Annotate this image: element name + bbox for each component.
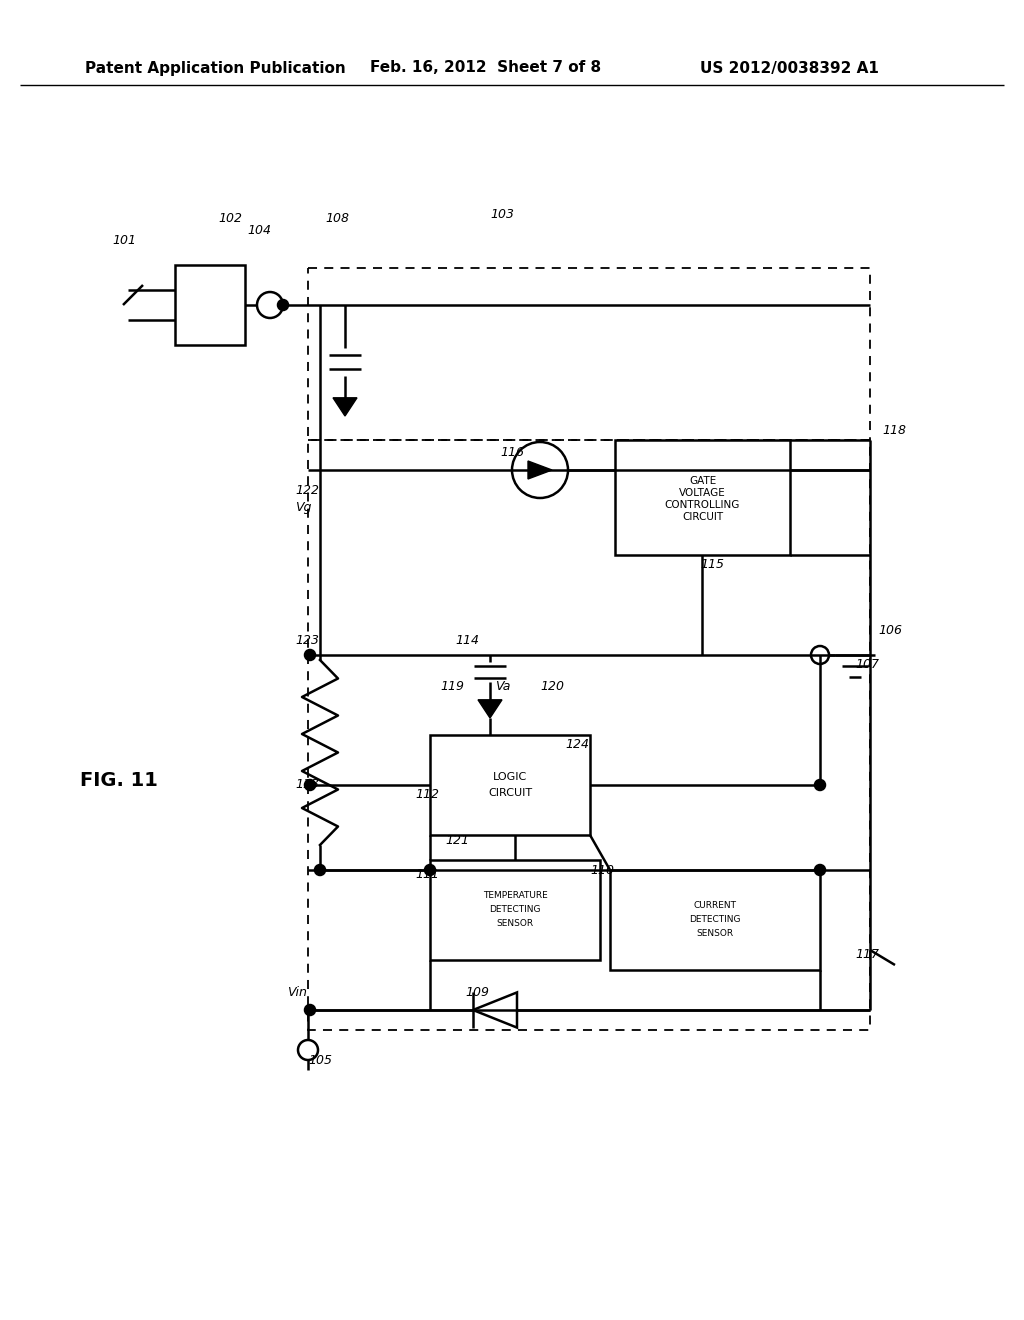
Text: CIRCUIT: CIRCUIT: [682, 512, 723, 521]
Text: 117: 117: [855, 949, 879, 961]
Text: DETECTING: DETECTING: [489, 906, 541, 915]
Text: LOGIC: LOGIC: [493, 772, 527, 781]
Text: 122: 122: [295, 483, 319, 496]
Text: 114: 114: [455, 634, 479, 647]
Circle shape: [298, 1040, 318, 1060]
Text: TEMPERATURE: TEMPERATURE: [482, 891, 548, 900]
Text: 124: 124: [565, 738, 589, 751]
Polygon shape: [473, 993, 517, 1027]
Text: CIRCUIT: CIRCUIT: [488, 788, 532, 799]
Bar: [175, 265, 245, 345]
Circle shape: [512, 442, 568, 498]
Text: 105: 105: [308, 1053, 332, 1067]
Text: US 2012/0038392 A1: US 2012/0038392 A1: [700, 61, 879, 75]
Text: 119: 119: [440, 680, 464, 693]
Text: Vin: Vin: [287, 986, 307, 999]
Text: 115: 115: [700, 558, 724, 572]
Polygon shape: [528, 461, 552, 479]
Text: GATE: GATE: [689, 477, 716, 486]
Text: 120: 120: [540, 680, 564, 693]
Text: 116: 116: [500, 446, 524, 458]
Polygon shape: [333, 397, 357, 416]
Circle shape: [811, 645, 829, 664]
Bar: [430, 861, 600, 960]
Text: Vg: Vg: [295, 500, 311, 513]
Text: 106: 106: [878, 623, 902, 636]
Text: CURRENT: CURRENT: [693, 902, 736, 911]
Text: 107: 107: [855, 659, 879, 672]
Bar: [610, 870, 820, 970]
Text: Va: Va: [495, 680, 510, 693]
Text: FIG. 11: FIG. 11: [80, 771, 158, 789]
Text: CONTROLLING: CONTROLLING: [665, 500, 740, 510]
Text: SENSOR: SENSOR: [696, 929, 733, 939]
Circle shape: [815, 780, 825, 789]
Bar: [308, 268, 870, 440]
Text: 113: 113: [295, 779, 319, 792]
Text: 110: 110: [590, 863, 614, 876]
Circle shape: [815, 649, 825, 660]
Text: DETECTING: DETECTING: [689, 916, 740, 924]
Text: Feb. 16, 2012  Sheet 7 of 8: Feb. 16, 2012 Sheet 7 of 8: [370, 61, 601, 75]
Text: 112: 112: [415, 788, 439, 801]
Text: 109: 109: [465, 986, 489, 999]
Circle shape: [305, 1005, 315, 1015]
Text: VOLTAGE: VOLTAGE: [679, 488, 726, 498]
Text: 118: 118: [882, 424, 906, 437]
Polygon shape: [478, 700, 502, 718]
Circle shape: [315, 865, 325, 875]
Circle shape: [305, 649, 315, 660]
Text: 101: 101: [112, 234, 136, 247]
Bar: [615, 440, 790, 554]
Bar: [308, 440, 870, 1030]
Text: 102: 102: [218, 211, 242, 224]
Text: 103: 103: [490, 209, 514, 222]
Text: 104: 104: [247, 223, 271, 236]
Circle shape: [278, 300, 288, 310]
Bar: [430, 735, 590, 836]
Text: 111: 111: [415, 869, 439, 882]
Circle shape: [305, 780, 315, 789]
Text: 123: 123: [295, 634, 319, 647]
Text: SENSOR: SENSOR: [497, 920, 534, 928]
Circle shape: [425, 865, 435, 875]
Text: 108: 108: [325, 211, 349, 224]
Text: 121: 121: [445, 833, 469, 846]
Circle shape: [257, 292, 283, 318]
Text: Patent Application Publication: Patent Application Publication: [85, 61, 346, 75]
Circle shape: [815, 865, 825, 875]
